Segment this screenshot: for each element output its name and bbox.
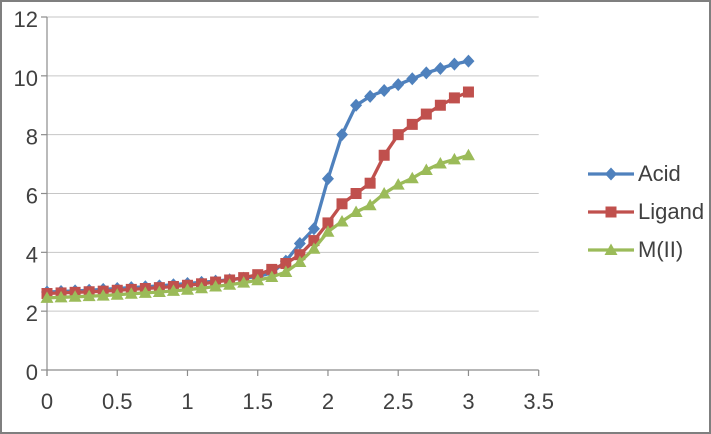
svg-text:3.5: 3.5 bbox=[523, 389, 554, 414]
svg-text:2: 2 bbox=[26, 301, 38, 326]
legend-item-mii: M(II) bbox=[587, 234, 704, 266]
svg-text:12: 12 bbox=[14, 7, 38, 32]
svg-text:0: 0 bbox=[26, 360, 38, 385]
svg-text:4: 4 bbox=[26, 242, 38, 267]
legend-label-ligand: Ligand bbox=[638, 199, 705, 224]
svg-text:2.5: 2.5 bbox=[383, 389, 414, 414]
svg-text:2: 2 bbox=[322, 389, 334, 414]
legend-item-acid: Acid bbox=[587, 158, 704, 190]
legend-marker-acid-icon bbox=[588, 167, 634, 181]
svg-text:8: 8 bbox=[26, 125, 38, 150]
legend-item-ligand: Ligand bbox=[587, 196, 704, 228]
legend-label-acid: Acid bbox=[638, 161, 681, 186]
svg-text:10: 10 bbox=[14, 66, 38, 91]
svg-text:0: 0 bbox=[41, 389, 53, 414]
svg-text:0.5: 0.5 bbox=[102, 389, 133, 414]
svg-text:1.5: 1.5 bbox=[242, 389, 273, 414]
chart-legend: Acid Ligand M(II) bbox=[587, 158, 704, 266]
svg-text:1: 1 bbox=[181, 389, 193, 414]
legend-marker-ligand-icon bbox=[588, 206, 634, 218]
legend-marker-mii-icon bbox=[588, 243, 634, 255]
svg-text:3: 3 bbox=[462, 389, 474, 414]
svg-text:6: 6 bbox=[26, 184, 38, 209]
legend-label-mii: M(II) bbox=[638, 237, 684, 262]
